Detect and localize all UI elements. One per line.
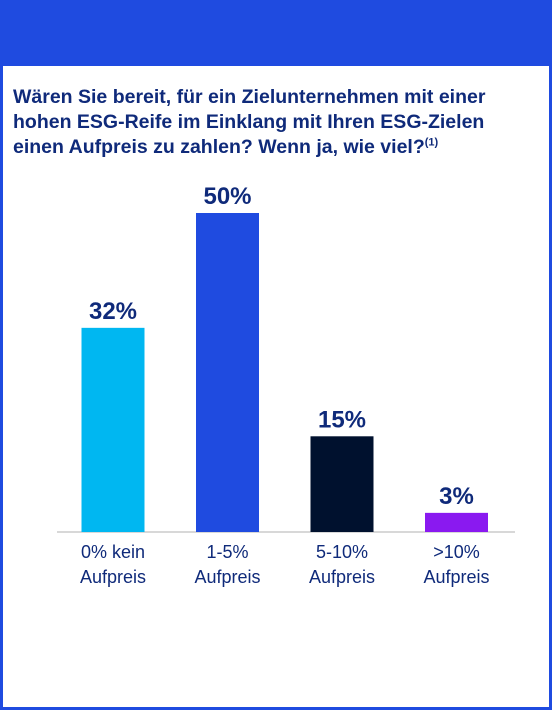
bar-value-label: 3%: [439, 483, 474, 510]
category-label: 1-5% Aufpreis: [194, 542, 260, 587]
bar: [196, 213, 259, 532]
bar: [310, 436, 374, 532]
category-label: 0% kein Aufpreis: [80, 542, 146, 587]
bar-value-label: 50%: [203, 183, 251, 210]
question-text: Wären Sie bereit, für ein Zielunternehme…: [13, 86, 486, 158]
category-label: 5-10% Aufpreis: [309, 542, 375, 587]
bar: [81, 327, 145, 532]
category-label: >10% Aufpreis: [423, 542, 489, 587]
header-band: [3, 0, 552, 66]
footnote-ref: (1): [424, 136, 439, 149]
bar-value-label: 15%: [318, 406, 366, 433]
bar-value-label: 32%: [89, 298, 137, 325]
bar: [425, 512, 488, 532]
chart-question: Wären Sie bereit, für ein Zielunternehme…: [13, 85, 538, 160]
